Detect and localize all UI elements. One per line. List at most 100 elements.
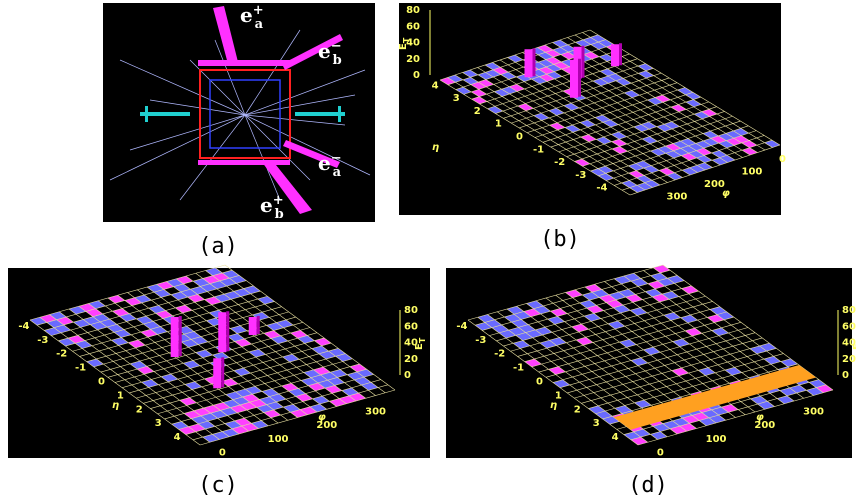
- particle-label: e− b: [318, 39, 342, 68]
- eta-tick-label: 2: [136, 404, 143, 415]
- particle-label: e+ b: [260, 193, 284, 222]
- cell: [680, 314, 698, 323]
- tower-side: [226, 311, 230, 352]
- cell: [538, 66, 555, 75]
- et-label-sub: T: [418, 337, 427, 343]
- cell: [198, 421, 216, 430]
- et-tick-label: 80: [842, 305, 856, 316]
- cell: [361, 382, 379, 391]
- cell: [621, 180, 638, 188]
- cell: [462, 70, 478, 78]
- cell: [266, 401, 284, 410]
- cell: [653, 423, 670, 432]
- cell: [526, 300, 544, 309]
- cell: [633, 429, 651, 438]
- grid-line: [454, 74, 646, 191]
- eta-tick-label: -2: [494, 349, 505, 360]
- cell: [212, 272, 230, 281]
- cell: [623, 431, 641, 440]
- cell: [630, 307, 647, 316]
- cell: [83, 316, 100, 325]
- cell: [220, 407, 238, 416]
- tower: [213, 358, 222, 389]
- cell: [269, 393, 286, 402]
- cell: [119, 313, 137, 322]
- cell: [703, 138, 719, 146]
- cell: [88, 300, 106, 309]
- cell: [680, 145, 697, 154]
- cell: [470, 82, 487, 90]
- cell: [595, 115, 611, 123]
- cell: [193, 407, 211, 416]
- cell: [628, 170, 645, 178]
- cell: [508, 327, 526, 336]
- cell: [227, 333, 245, 342]
- cell: [229, 275, 247, 284]
- cell: [613, 305, 631, 314]
- cell: [504, 314, 522, 323]
- grid-line: [447, 77, 638, 193]
- cell: [647, 97, 663, 105]
- grid-line: [507, 57, 698, 173]
- cell: [263, 330, 281, 339]
- cell: [485, 62, 501, 70]
- cell: [695, 140, 712, 149]
- cell: [582, 37, 599, 45]
- cell: [329, 398, 347, 407]
- cell: [611, 131, 627, 140]
- eta-tick-label: 2: [574, 404, 581, 415]
- cell: [212, 431, 230, 440]
- cell: [662, 420, 680, 429]
- cell: [290, 409, 308, 418]
- cell: [711, 407, 729, 416]
- cell: [711, 327, 729, 336]
- cell: [46, 319, 64, 328]
- particle-sub: a: [333, 165, 342, 180]
- cell: [234, 338, 252, 347]
- cell: [202, 434, 220, 443]
- cell: [107, 324, 124, 333]
- cell: [595, 411, 613, 419]
- cell: [733, 135, 750, 143]
- cell: [308, 382, 325, 391]
- cell: [233, 367, 251, 376]
- cell: [809, 379, 826, 388]
- cell: [789, 385, 807, 394]
- particle-sup: +: [253, 3, 264, 18]
- cell: [624, 90, 640, 98]
- cell: [313, 367, 331, 375]
- cell: [209, 280, 227, 289]
- grid-line: [127, 292, 298, 418]
- cell: [156, 281, 174, 290]
- grid-line: [499, 59, 691, 176]
- cell: [257, 296, 275, 305]
- cell: [339, 395, 356, 404]
- et-tick-label: 0: [413, 70, 420, 81]
- cell: [328, 348, 346, 357]
- cell: [193, 278, 210, 287]
- grid-line: [574, 34, 766, 151]
- cell: [757, 401, 775, 410]
- cell: [600, 76, 616, 84]
- eta-label: η: [550, 400, 557, 411]
- cell: [224, 420, 242, 429]
- cell: [210, 410, 228, 419]
- cell: [183, 360, 201, 369]
- cell: [667, 275, 685, 284]
- eta-tick-label: 2: [474, 106, 481, 117]
- cell: [516, 74, 532, 82]
- cell: [134, 294, 152, 303]
- cell: [759, 343, 777, 352]
- electron-towers: [198, 6, 343, 214]
- cell: [689, 165, 705, 173]
- cell: [130, 361, 147, 370]
- cell: [161, 373, 178, 382]
- cell: [619, 339, 637, 348]
- cell: [136, 316, 154, 325]
- cell: [147, 284, 164, 293]
- grid-line: [146, 286, 318, 413]
- particle-sub: b: [275, 207, 284, 222]
- cell: [671, 367, 689, 376]
- panel-a: e+ a e− b e− a e+ b: [103, 3, 375, 222]
- calorimeter-box: [199, 69, 291, 159]
